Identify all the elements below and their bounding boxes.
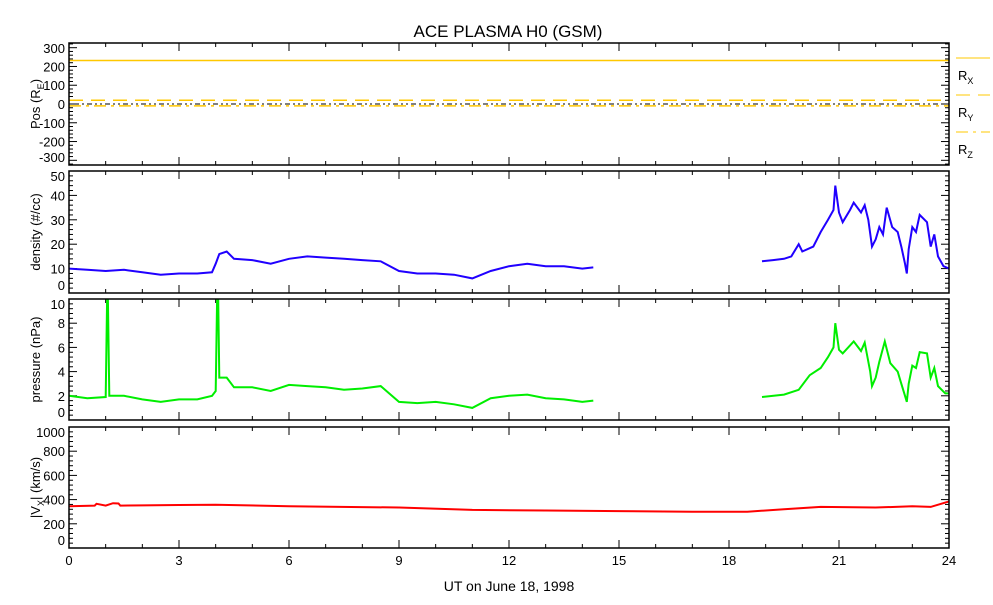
x-tick-label: 21 bbox=[832, 553, 846, 568]
panel-frame bbox=[68, 42, 950, 166]
y-tick-label: 2 bbox=[58, 389, 65, 404]
y-tick-label: 10 bbox=[51, 297, 65, 312]
series-line-pressure bbox=[69, 299, 594, 409]
legend-label: RZ bbox=[958, 142, 973, 160]
legend-label-sub: Y bbox=[967, 113, 973, 123]
y-label-sub: E bbox=[36, 83, 46, 89]
y-tick-label: 30 bbox=[51, 213, 65, 228]
series-line-pressure bbox=[761, 323, 949, 403]
legend-entry-y: RY bbox=[956, 94, 990, 123]
legend-entry-x: RX bbox=[956, 57, 990, 86]
panel-frame bbox=[68, 426, 950, 549]
y-tick-label: 200 bbox=[43, 59, 65, 74]
y-tick-label: 40 bbox=[51, 188, 65, 203]
data-position bbox=[69, 59, 949, 107]
x-tick-label: 6 bbox=[285, 553, 292, 568]
y-tick-label: -300 bbox=[39, 150, 65, 165]
y-label-main: Pos (R bbox=[28, 89, 43, 129]
legend-label-main: R bbox=[958, 68, 967, 83]
legend-label-sub: X bbox=[967, 76, 973, 86]
y-tick-label: 600 bbox=[43, 468, 65, 483]
y-tick-label: 0 bbox=[58, 533, 65, 548]
y-tick-label: 6 bbox=[58, 340, 65, 355]
data-pressure bbox=[69, 299, 949, 409]
panel-pressure: 02 4 6 8 10 pressure (nPa) bbox=[28, 297, 950, 421]
y-tick-label: 0 bbox=[58, 97, 65, 112]
series-line-density bbox=[761, 185, 949, 274]
y-axis-label: pressure (nPa) bbox=[28, 317, 43, 403]
y-tick-label: 20 bbox=[51, 237, 65, 252]
y-tick-label: 800 bbox=[43, 444, 65, 459]
x-axis-label: UT on June 18, 1998 bbox=[444, 578, 575, 594]
series-line-vx bbox=[69, 500, 949, 513]
y-tick-label: 1000 bbox=[36, 425, 65, 440]
y-tick-label: 100 bbox=[43, 78, 65, 93]
legend-label: RX bbox=[958, 68, 973, 86]
y-tick-label: 50 bbox=[51, 169, 65, 184]
x-tick-label: 18 bbox=[722, 553, 736, 568]
legend-entry-z: RZ bbox=[956, 131, 990, 160]
panel-frame bbox=[68, 298, 950, 421]
x-tick-label: 12 bbox=[502, 553, 516, 568]
x-tick-label: 0 bbox=[65, 553, 72, 568]
series-line-density bbox=[69, 250, 594, 280]
chart-title: ACE PLASMA H0 (GSM) bbox=[414, 22, 603, 41]
y-axis-label: density (#/cc) bbox=[28, 193, 43, 270]
y-tick-label: -100 bbox=[39, 116, 65, 131]
y-tick-label: 4 bbox=[58, 365, 65, 380]
y-axis-label: Pos (RE) bbox=[28, 79, 46, 129]
y-tick-label: 400 bbox=[43, 493, 65, 508]
y-tick-label: -200 bbox=[39, 135, 65, 150]
y-label-main: |V bbox=[28, 506, 43, 518]
data-vx bbox=[69, 500, 949, 513]
y-tick-label: 0 bbox=[58, 278, 65, 293]
y-tick-label: 0 bbox=[58, 405, 65, 420]
y-tick-label: 10 bbox=[51, 262, 65, 277]
y-tick-label: 300 bbox=[43, 41, 65, 56]
x-tick-label: 9 bbox=[395, 553, 402, 568]
x-tick-label: 15 bbox=[612, 553, 626, 568]
y-tick-label: 8 bbox=[58, 316, 65, 331]
legend-label-main: R bbox=[958, 142, 967, 157]
legend-label-main: R bbox=[958, 105, 967, 120]
y-label-end: ) bbox=[28, 79, 43, 83]
y-label-main: pressure (nPa) bbox=[28, 317, 43, 403]
legend-label: RY bbox=[958, 105, 973, 123]
y-axis-label: |VX| (km/s) bbox=[28, 457, 46, 518]
x-tick-label: 3 bbox=[175, 553, 182, 568]
y-tick-label: 200 bbox=[43, 517, 65, 532]
data-density bbox=[69, 185, 949, 280]
panel-frame bbox=[68, 170, 950, 294]
y-label-sub: X bbox=[36, 500, 46, 506]
y-label-end: | (km/s) bbox=[28, 457, 43, 500]
legend-label-sub: Z bbox=[967, 150, 973, 160]
y-label-main: density (#/cc) bbox=[28, 193, 43, 270]
x-tick-label: 24 bbox=[942, 553, 956, 568]
panel-density: 010 20 30 40 50 density (#/cc) bbox=[28, 169, 950, 294]
